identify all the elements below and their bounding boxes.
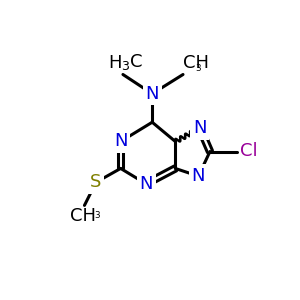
- Text: N: N: [114, 133, 128, 151]
- Text: N: N: [192, 167, 205, 185]
- Text: CH: CH: [70, 207, 96, 225]
- Text: $_3$: $_3$: [94, 208, 101, 221]
- Text: S: S: [90, 173, 102, 191]
- Text: N: N: [146, 85, 159, 103]
- Text: $_3$: $_3$: [195, 61, 202, 74]
- Text: Cl: Cl: [240, 142, 258, 160]
- Text: CH: CH: [183, 54, 209, 72]
- Text: H: H: [108, 54, 122, 72]
- Text: N: N: [139, 175, 153, 193]
- Text: $_3$C: $_3$C: [122, 52, 144, 72]
- Text: N: N: [193, 119, 207, 137]
